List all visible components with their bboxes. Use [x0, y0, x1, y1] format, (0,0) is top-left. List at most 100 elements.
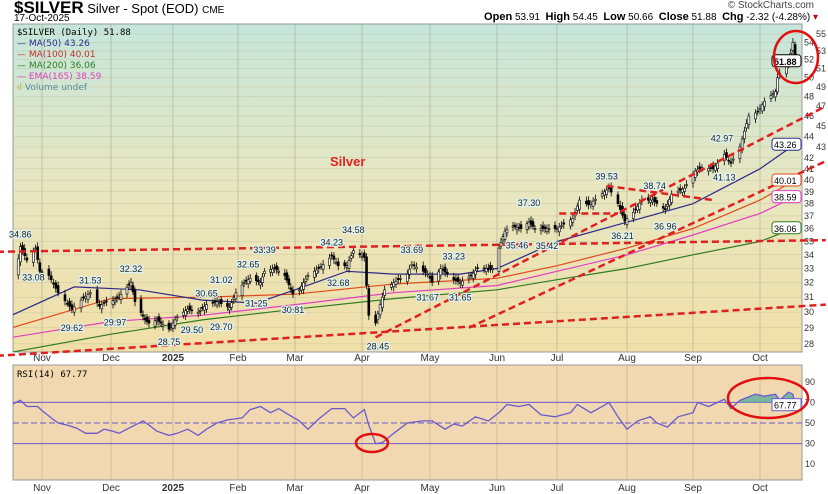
- candle: [336, 261, 340, 266]
- candle: [497, 247, 501, 272]
- legend-ma50: — MA(50) 43.26: [17, 39, 90, 49]
- x-tick-label: 2025: [162, 483, 185, 494]
- candle: [153, 320, 157, 327]
- rsi-tick-label: 50: [805, 418, 815, 428]
- y-tick-label: 40: [804, 175, 814, 185]
- candle: [175, 316, 179, 319]
- candle: [638, 202, 642, 210]
- pivot-label: 33.69: [401, 245, 424, 255]
- pivot-label: 35.42: [536, 241, 559, 251]
- rsi-tick-label: 10: [805, 459, 815, 469]
- candle: [244, 279, 248, 282]
- candle: [482, 267, 486, 270]
- candle: [343, 262, 347, 266]
- candle: [625, 218, 629, 225]
- candle: [36, 246, 39, 260]
- candle: [40, 271, 44, 274]
- candle: [54, 282, 58, 289]
- candle: [578, 199, 581, 210]
- pivot-label: 29.62: [61, 323, 84, 333]
- candle: [632, 211, 635, 219]
- candle: [476, 267, 479, 269]
- trendline: [375, 105, 827, 339]
- candle: [461, 280, 464, 286]
- candle: [543, 226, 547, 229]
- candle: [503, 230, 507, 240]
- candle: [683, 187, 686, 192]
- candle: [32, 250, 35, 263]
- candle: [716, 162, 719, 169]
- candle: [226, 302, 229, 307]
- y-tick-label: 52: [804, 55, 814, 65]
- candle: [283, 273, 287, 276]
- candle: [63, 294, 67, 302]
- candle: [230, 302, 234, 308]
- candle: [169, 325, 173, 328]
- x-tick-label: Feb: [229, 353, 247, 364]
- rsi-tick-label: 90: [805, 377, 815, 387]
- candle: [668, 199, 671, 206]
- candle: [731, 158, 735, 161]
- pivot-label: 33.23: [443, 251, 466, 261]
- pivot-label: 30.81: [282, 305, 305, 315]
- ema165-value-label: 38.59: [774, 193, 797, 203]
- candle: [651, 199, 654, 203]
- trendline: [0, 238, 826, 253]
- pivot-label: 36.96: [654, 221, 677, 231]
- rsi-value-badge: [771, 398, 802, 412]
- x-tick-label: Jun: [489, 483, 505, 494]
- candle: [56, 285, 60, 294]
- candle: [445, 271, 449, 275]
- candle: [213, 300, 217, 303]
- pivot-label: 42.97: [711, 133, 734, 143]
- candle: [666, 204, 669, 207]
- pivot-label: 29.70: [210, 322, 233, 332]
- candle: [79, 299, 83, 309]
- candle: [487, 267, 490, 270]
- candle: [345, 265, 349, 268]
- x-tick-label: Aug: [618, 483, 636, 494]
- candle: [72, 306, 76, 313]
- ma100-line: [13, 179, 796, 329]
- candle: [84, 296, 87, 299]
- candle: [676, 190, 680, 194]
- candle: [756, 110, 760, 113]
- candle: [439, 268, 443, 276]
- candle: [655, 200, 659, 204]
- close-value-badge: [771, 54, 802, 68]
- candle: [352, 250, 355, 254]
- candle: [587, 200, 590, 206]
- candle: [458, 282, 462, 284]
- x-tick-label: Dec: [102, 483, 120, 494]
- pivot-label: 33.08: [22, 272, 45, 282]
- candle: [698, 166, 702, 170]
- x-tick-label: May: [421, 483, 440, 494]
- candle: [646, 197, 650, 201]
- candle: [600, 193, 604, 197]
- ohlc-readout: Open 53.91 High 54.45 Low 50.66 Close 51…: [484, 11, 818, 23]
- candle: [16, 258, 20, 276]
- candle: [365, 256, 368, 286]
- candle: [147, 320, 151, 324]
- y-tick-label: 39: [804, 187, 814, 197]
- legend-main: $SILVER (Daily) 51.88: [17, 28, 131, 38]
- candle: [111, 300, 115, 305]
- candle: [298, 289, 301, 292]
- candle: [557, 226, 561, 233]
- x-tick-label: Nov: [33, 353, 51, 364]
- ma50-line: [13, 143, 796, 316]
- candle: [696, 169, 699, 173]
- candle: [234, 292, 238, 300]
- candle: [681, 188, 684, 193]
- candle: [358, 253, 362, 256]
- candle: [392, 282, 396, 288]
- candle: [287, 278, 291, 286]
- candle: [248, 278, 252, 282]
- y-tick-label: 37: [804, 211, 814, 221]
- candle: [562, 222, 566, 225]
- pivot-label: 37.30: [518, 198, 541, 208]
- legend-ma200: — MA(200) 36.06: [17, 61, 96, 71]
- candle: [291, 289, 295, 295]
- candle: [95, 289, 99, 304]
- candle: [585, 200, 588, 205]
